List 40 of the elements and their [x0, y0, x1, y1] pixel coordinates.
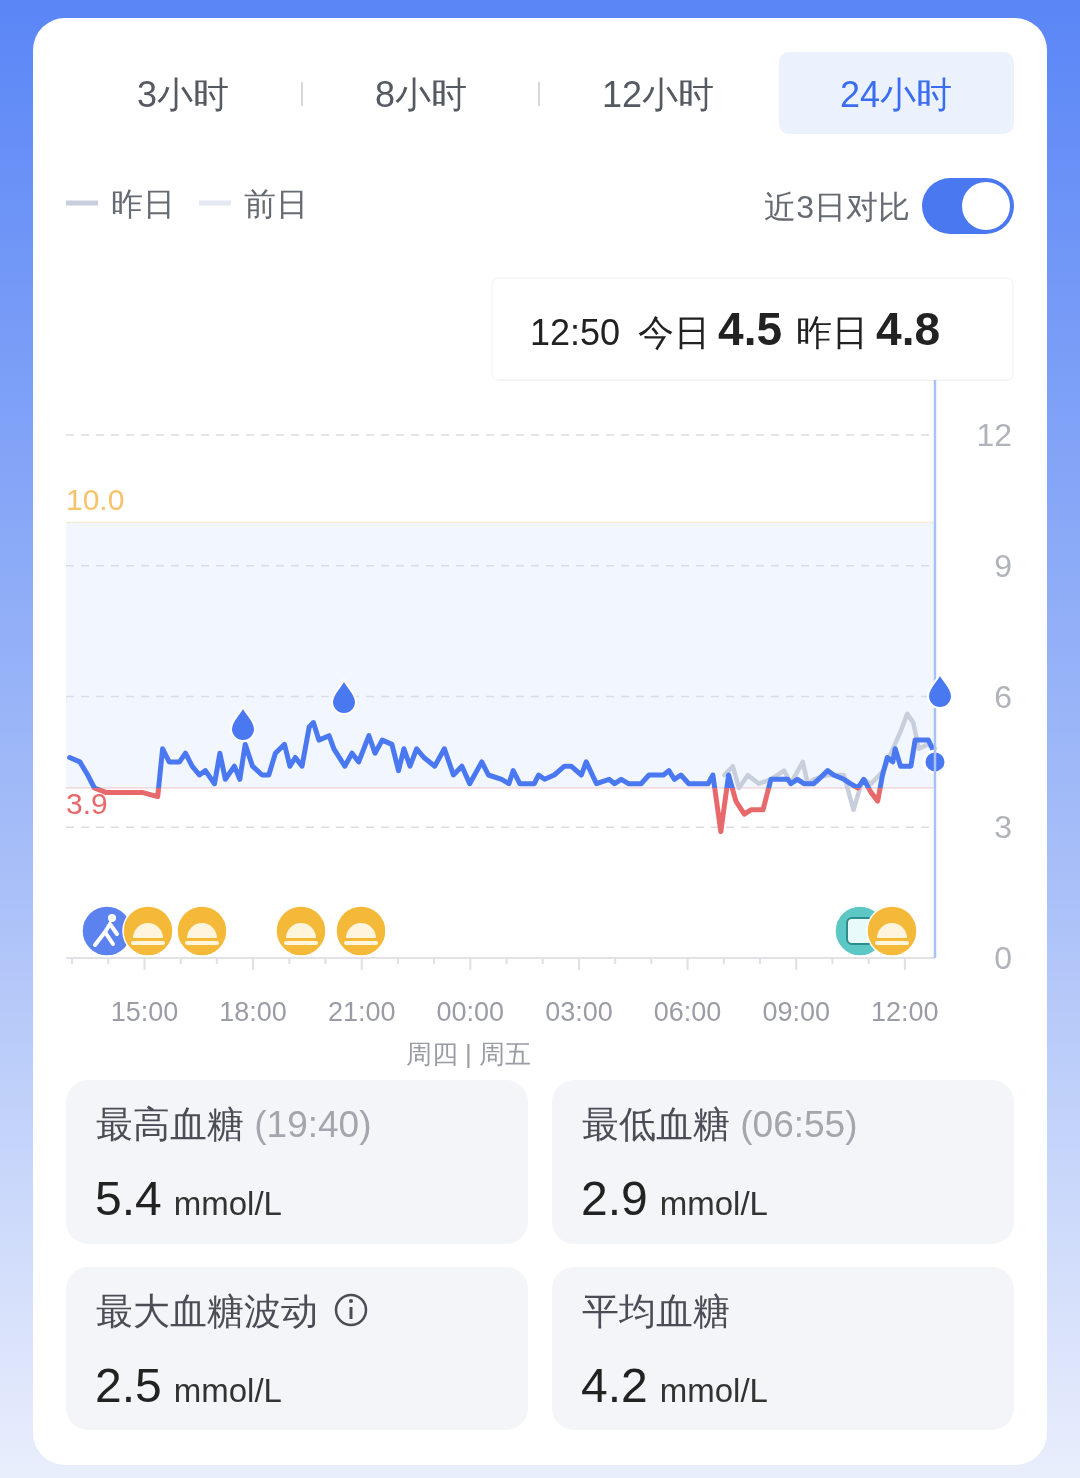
category-label: 最大血糖波动: [96, 1291, 318, 1332]
x-axis-title: 周四 | 周五: [405, 1039, 532, 1069]
category-label: 平均血糖: [582, 1291, 730, 1332]
text: 5.4: [95, 1172, 162, 1225]
category-label: 最低血糖 (06:55): [582, 1104, 858, 1145]
text: 4.2: [581, 1359, 648, 1412]
y-tick-label: 0: [994, 940, 1012, 976]
x-tick-label: 15:00: [110, 997, 179, 1027]
text: mmol/L: [659, 1372, 768, 1409]
y-tick-label: 6: [994, 678, 1012, 715]
x-tick-label: 18:00: [219, 997, 287, 1027]
y-tick-label: 9: [994, 547, 1012, 584]
ref-line-label: 10.0: [66, 483, 125, 517]
text: mmol/L: [173, 1372, 282, 1409]
text: 12:50: [530, 312, 621, 353]
text: 昨日: [796, 312, 869, 353]
text: 今日: [638, 312, 711, 353]
text: 12小时: [601, 74, 715, 115]
category-label: 最高血糖 (19:40): [96, 1104, 372, 1145]
text: 24小时: [839, 74, 953, 115]
x-tick-label: 03:00: [545, 997, 613, 1027]
ref-line-label: 3.9: [66, 787, 108, 821]
x-tick-label: 00:00: [436, 997, 505, 1027]
text: 4.8: [876, 303, 940, 355]
text: 4.5: [718, 303, 783, 355]
x-tick-label: 21:00: [327, 997, 396, 1027]
x-tick-label: 12:00: [871, 997, 939, 1027]
text: 2.9: [581, 1172, 648, 1225]
y-tick-label: 3: [994, 809, 1012, 846]
legend-label: 前日: [244, 186, 308, 222]
text: 3小时: [136, 74, 230, 115]
y-tick-label: 12: [976, 417, 1012, 453]
text: mmol/L: [659, 1185, 768, 1222]
text: 2.5: [95, 1359, 162, 1412]
legend-label: 昨日: [111, 186, 175, 222]
text: 近3日对比: [764, 189, 910, 225]
x-tick-label: 09:00: [762, 997, 830, 1027]
text: 8小时: [374, 74, 468, 115]
x-tick-label: 06:00: [653, 997, 722, 1027]
text: mmol/L: [173, 1185, 282, 1222]
